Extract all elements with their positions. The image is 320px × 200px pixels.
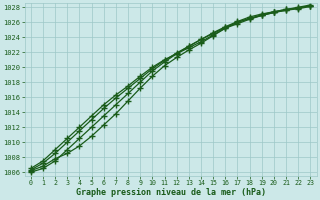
X-axis label: Graphe pression niveau de la mer (hPa): Graphe pression niveau de la mer (hPa) [76,188,266,197]
